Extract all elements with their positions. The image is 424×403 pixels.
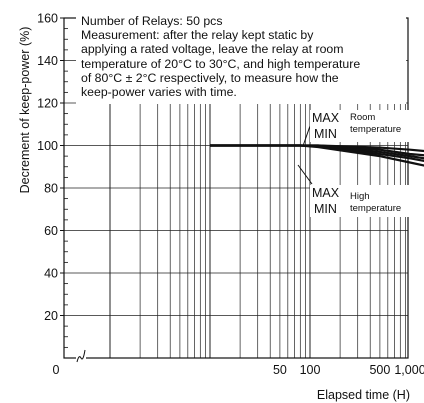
room-condition-line-2: temperature [350, 124, 402, 135]
note-line: temperature of 20°C to 30°C, and high te… [81, 56, 361, 71]
note-line: applying a rated voltage, leave the rela… [81, 42, 344, 57]
y-tick-label: 100 [37, 139, 58, 153]
x-tick-label: 1,000 [394, 363, 424, 377]
room-min-label: MIN [314, 127, 337, 141]
room-temperature-label: MAX MIN Room temperature [310, 110, 410, 142]
room-max-label: MAX [312, 111, 340, 125]
y-tick-label: 40 [44, 267, 58, 281]
note-line: Measurement: after the relay kept static… [81, 28, 314, 43]
x-tick-label: 500 [369, 363, 390, 377]
room-condition-line-1: Room [350, 112, 376, 123]
x-tick-label: 50 [273, 363, 287, 377]
y-axis: 20 40 60 80 100 120 140 160 [37, 12, 68, 348]
note-line: Number of Relays: 50 pcs [81, 14, 223, 28]
y-tick-label: 120 [37, 97, 58, 111]
note-line: keep-power varies with time. [81, 85, 237, 100]
x-axis-title: Elapsed time (H) [317, 388, 410, 402]
axis-break-mark [76, 349, 86, 363]
high-max-label: MAX [312, 186, 340, 200]
y-axis-title: Decrement of keep-power (%) [18, 27, 32, 194]
leader-lines [297, 125, 313, 185]
high-min-label: MIN [314, 202, 337, 216]
x-tick-label: 0 [53, 363, 60, 377]
y-tick-label: 20 [44, 309, 58, 323]
y-tick-label: 60 [44, 224, 58, 238]
high-condition-line-1: High [350, 191, 370, 202]
x-tick-label: 100 [300, 363, 321, 377]
y-tick-label: 80 [44, 182, 58, 196]
y-tick-label: 160 [37, 12, 58, 26]
series-lines [210, 144, 424, 167]
note-line: of 80°C ± 2°C respectively, to measure h… [81, 70, 339, 85]
y-tick-label: 140 [37, 54, 58, 68]
high-condition-line-2: temperature [350, 203, 402, 214]
measurement-note: Number of Relays: 50 pcs Measurement: af… [76, 13, 406, 104]
high-temperature-label: MAX MIN High temperature [310, 185, 410, 217]
series-line [210, 144, 424, 167]
